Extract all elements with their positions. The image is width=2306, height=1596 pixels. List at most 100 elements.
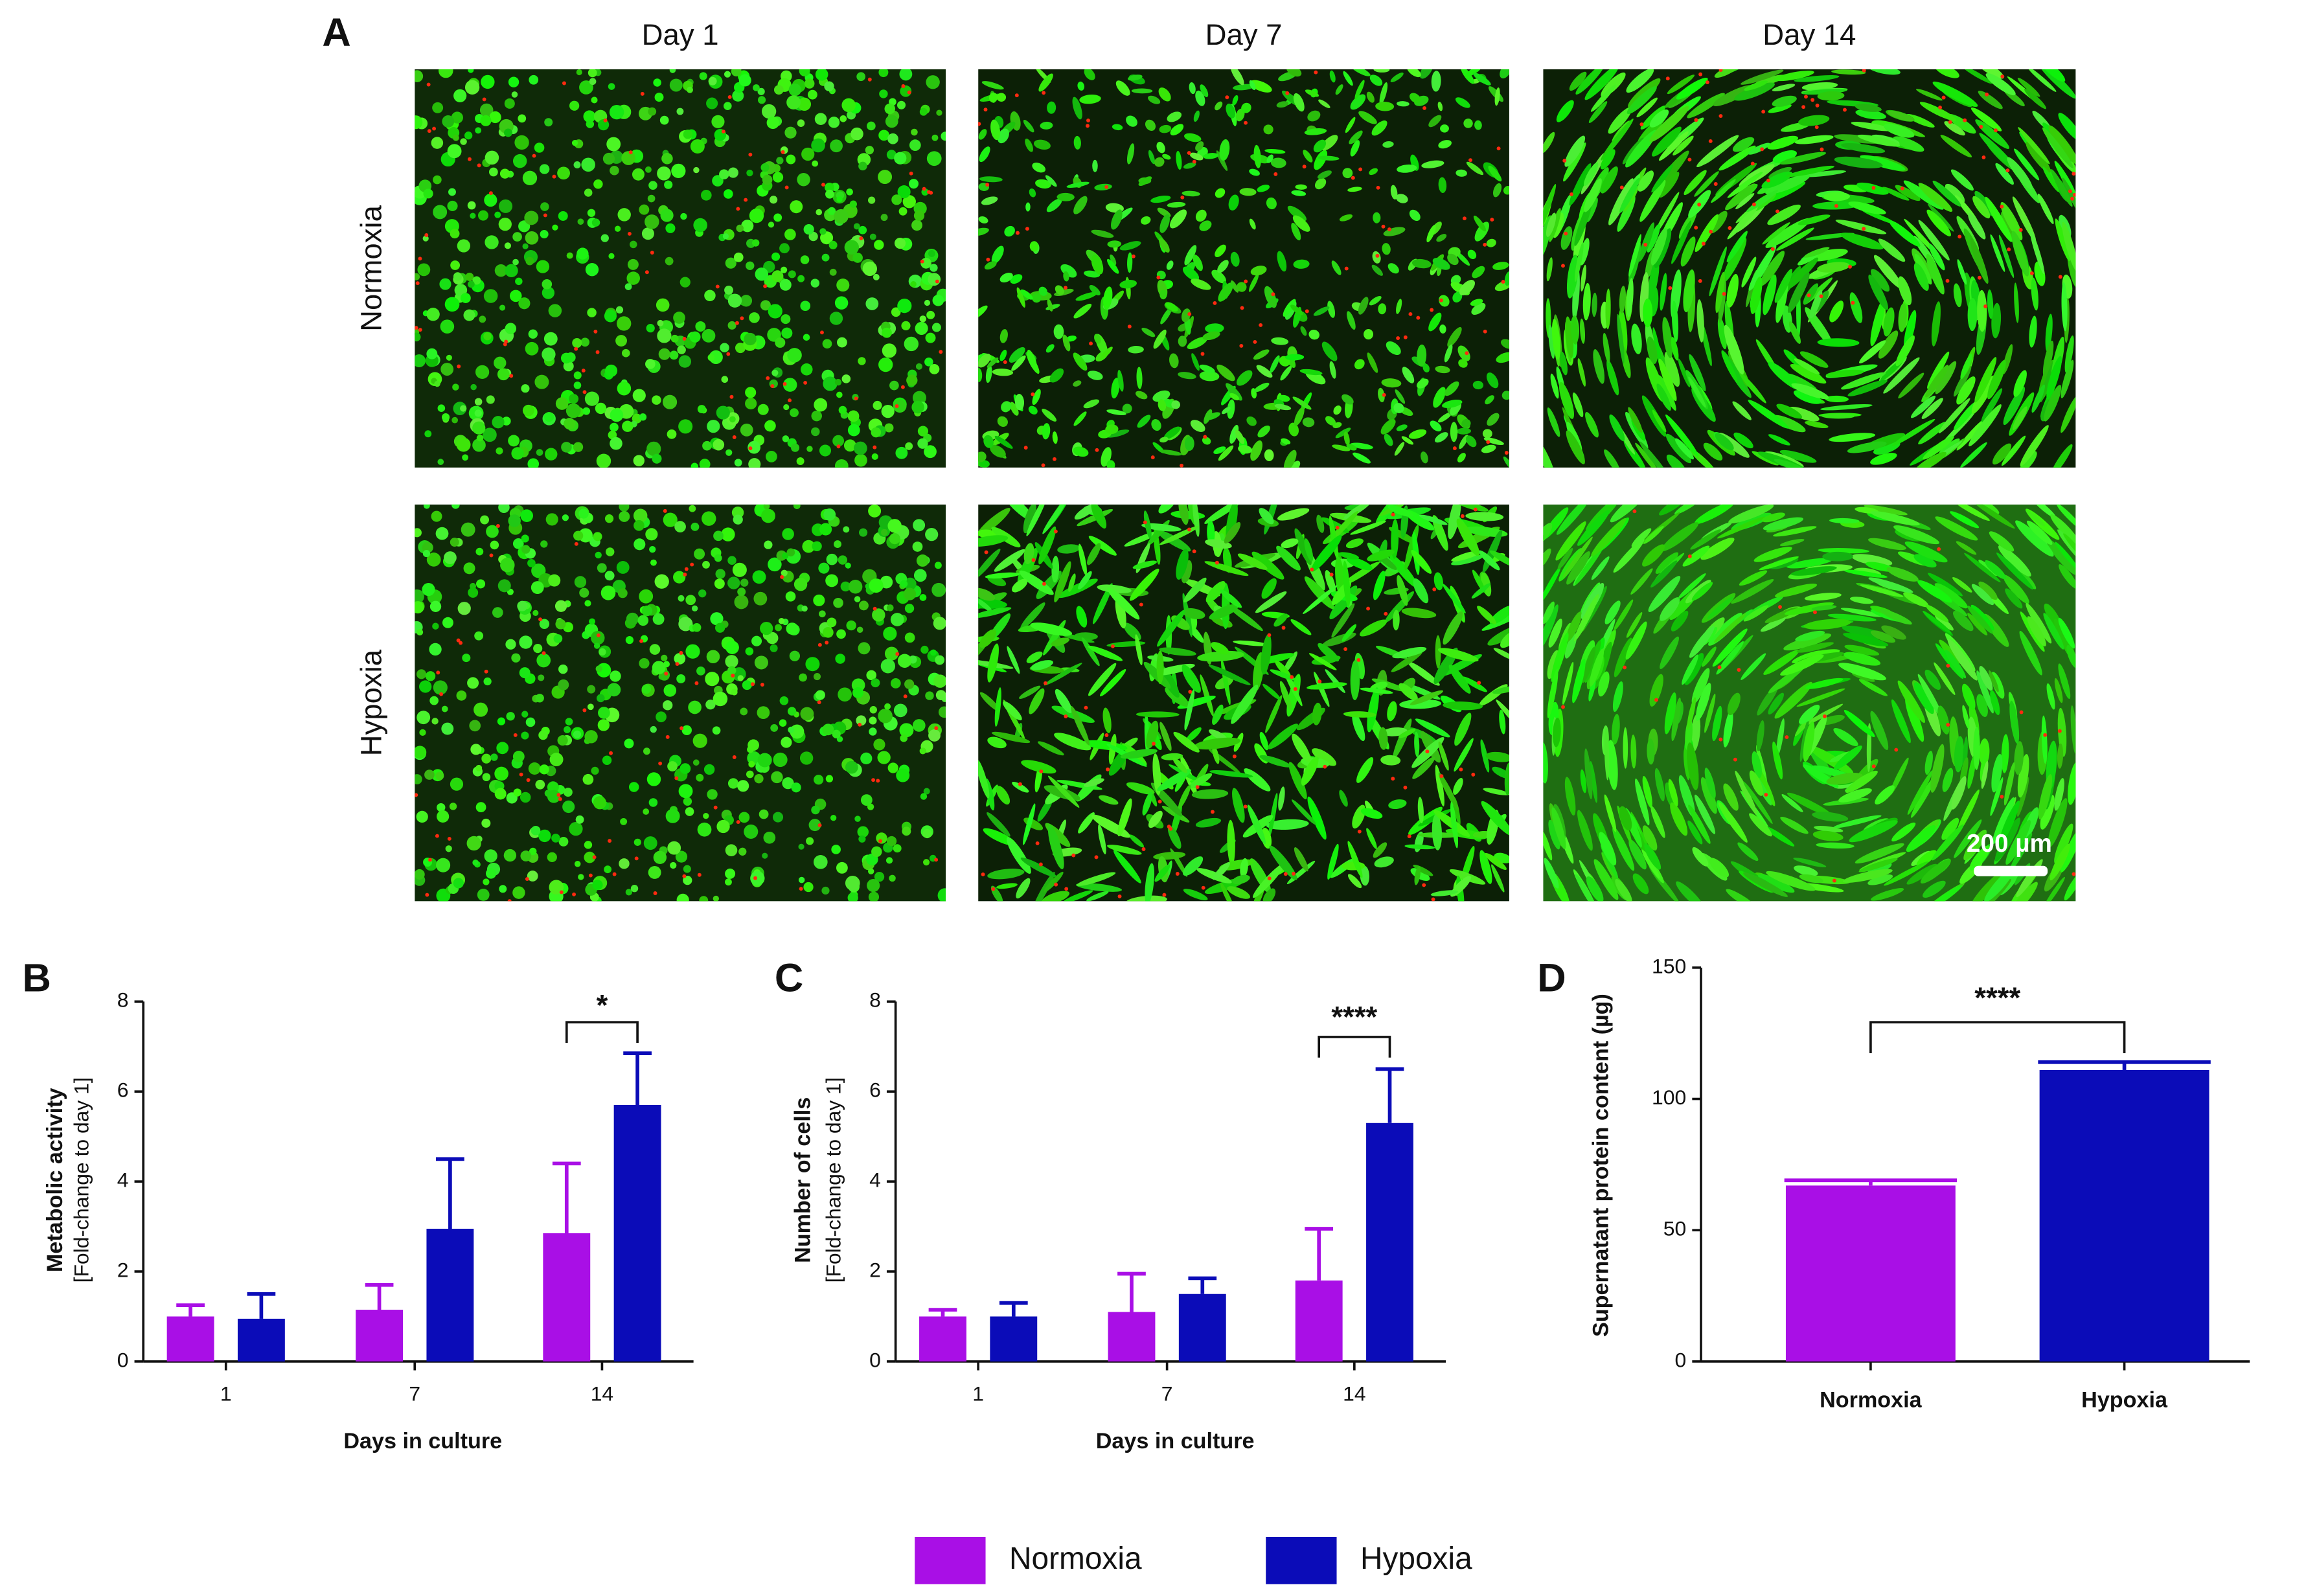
cell [1367, 687, 1379, 733]
cell [797, 119, 805, 127]
cell [1033, 139, 1051, 150]
cell [1650, 227, 1667, 266]
cell [687, 86, 693, 93]
cell [729, 416, 736, 423]
cell [1438, 772, 1459, 812]
dead-cell [1978, 275, 1981, 280]
cell [2020, 425, 2049, 466]
cell [581, 157, 595, 172]
cell [1439, 295, 1450, 307]
cell [592, 880, 603, 891]
cell [626, 271, 641, 285]
cell [1141, 523, 1182, 532]
cell [1925, 365, 1949, 398]
cell [1397, 575, 1408, 606]
cell [1773, 526, 1817, 537]
cell [1384, 433, 1393, 446]
dead-cell [627, 231, 632, 236]
cell [457, 602, 471, 615]
cell [579, 587, 589, 598]
cell [1254, 382, 1270, 393]
cell [1032, 389, 1041, 405]
cell [1586, 198, 1598, 223]
cell [1960, 442, 1987, 468]
cell [583, 110, 596, 123]
cell [984, 261, 997, 270]
cell [932, 294, 944, 306]
cell [872, 608, 885, 622]
cell [1569, 163, 1592, 206]
cell [847, 410, 860, 422]
cell [2037, 193, 2054, 224]
cell [1343, 71, 1353, 86]
dead-cell [574, 542, 578, 546]
micrograph-content [1543, 69, 2076, 468]
dead-cell [2018, 228, 2023, 232]
cell [1652, 126, 1682, 157]
cell [1844, 644, 1880, 656]
cell [913, 569, 927, 582]
cell [740, 295, 753, 307]
dead-cell [1035, 841, 1040, 845]
cell [1761, 512, 1785, 523]
cell [2046, 356, 2062, 400]
cell [534, 142, 545, 153]
cell [453, 402, 467, 416]
dead-cell [903, 694, 908, 699]
cell [779, 279, 792, 291]
cell [1647, 223, 1660, 253]
cell [531, 581, 544, 594]
cell [1916, 850, 1937, 867]
cell [929, 364, 940, 374]
dead-cell [1654, 698, 1658, 702]
cell [679, 277, 691, 288]
cell [854, 453, 867, 467]
cell [1601, 852, 1618, 882]
cell [1678, 358, 1691, 387]
cell [1930, 744, 1945, 793]
x-axis-label: Days in culture [1096, 1429, 1255, 1454]
cell [1359, 619, 1387, 637]
cell [1227, 399, 1235, 419]
cell [1321, 135, 1338, 151]
cell [560, 352, 572, 364]
cell [1390, 73, 1404, 82]
cell [674, 521, 686, 533]
cell [832, 729, 841, 738]
cell [1954, 736, 1965, 773]
cell [648, 865, 661, 879]
cell [617, 316, 632, 331]
cell [714, 554, 722, 562]
cell [2048, 798, 2068, 848]
cell [1269, 845, 1297, 880]
cell [1440, 124, 1449, 133]
cell [511, 91, 518, 98]
cell [1390, 185, 1398, 200]
dead-cell [1169, 826, 1173, 831]
dead-cell [1071, 853, 1076, 858]
cell [1732, 137, 1755, 152]
dead-cell [713, 805, 718, 810]
cell [1600, 149, 1615, 170]
cell [1435, 635, 1441, 669]
y-tick-label: 8 [869, 988, 881, 1012]
dead-cell [1041, 463, 1045, 468]
cell [716, 819, 730, 834]
cell [771, 369, 779, 376]
cell [1257, 185, 1270, 192]
cell [1630, 735, 1637, 769]
cell [419, 680, 432, 693]
cell [1293, 259, 1310, 269]
cell [1672, 135, 1694, 155]
dead-cell [1358, 167, 1363, 172]
cell [856, 715, 867, 726]
cell [2055, 218, 2071, 262]
cell [725, 868, 736, 879]
cell [1942, 768, 1954, 792]
cell [1342, 168, 1353, 179]
cell [1870, 630, 1896, 643]
cell [561, 442, 572, 453]
cell [1136, 391, 1148, 400]
cell [503, 849, 517, 862]
cell [415, 601, 424, 614]
